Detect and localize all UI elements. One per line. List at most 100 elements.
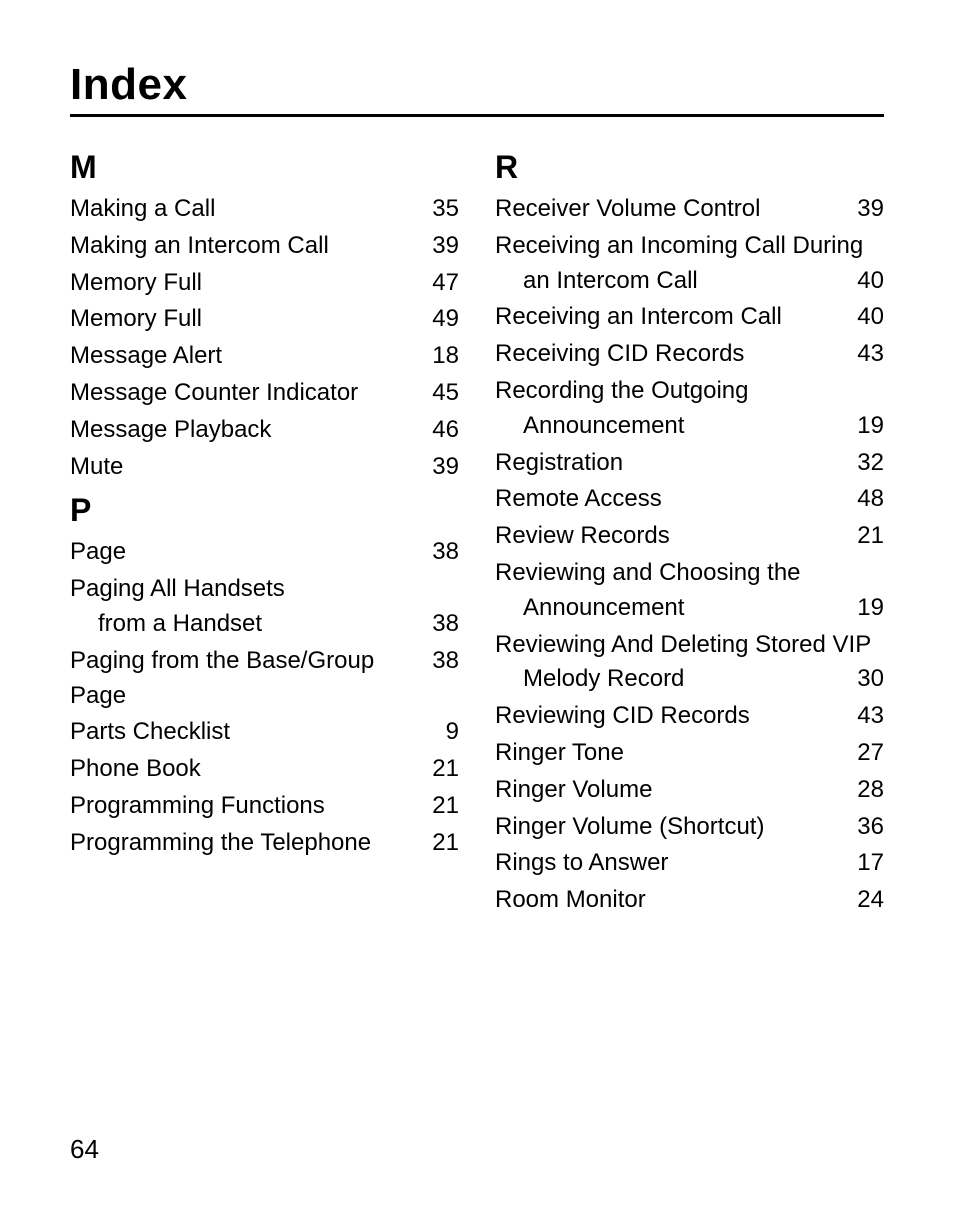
- index-entry-page: 38: [421, 607, 459, 642]
- index-entry-page: 48: [846, 482, 884, 517]
- index-entry-line: Ringer Volume28: [495, 773, 884, 808]
- index-columns: MMaking a Call35Making an Intercom Call3…: [70, 141, 884, 920]
- index-entry-label: Programming the Telephone: [70, 826, 421, 861]
- index-entry-page: 36: [846, 810, 884, 845]
- index-entry-page: 43: [846, 337, 884, 372]
- index-entry-label: Page: [70, 535, 421, 570]
- index-entry: Ringer Volume28: [495, 773, 884, 808]
- index-entry-label: Reviewing and Choosing the: [495, 556, 884, 591]
- index-entry-label: Review Records: [495, 519, 846, 554]
- index-entry-label: Registration: [495, 446, 846, 481]
- index-entry-label: Parts Checklist: [70, 715, 421, 750]
- index-entry-page: 21: [846, 519, 884, 554]
- index-entry-page: 47: [421, 266, 459, 301]
- index-entry-page: 24: [846, 883, 884, 918]
- index-entry-line: Rings to Answer17: [495, 846, 884, 881]
- index-entry-page: 40: [846, 300, 884, 335]
- index-entry-line: Phone Book21: [70, 752, 459, 787]
- index-entry-page: 18: [421, 339, 459, 374]
- index-entry-line: Receiving an Intercom Call40: [495, 300, 884, 335]
- index-entry-page: 19: [846, 409, 884, 444]
- index-entry: Room Monitor24: [495, 883, 884, 918]
- index-entry-label: Making a Call: [70, 192, 421, 227]
- index-entry-line: Receiving an Incoming Call During: [495, 229, 884, 264]
- index-entry: Memory Full49: [70, 302, 459, 337]
- index-entry-label: Reviewing CID Records: [495, 699, 846, 734]
- index-entry-line: Programming Functions21: [70, 789, 459, 824]
- section-letter: P: [70, 492, 459, 529]
- index-entry-line: Message Alert18: [70, 339, 459, 374]
- index-entry-label: Memory Full: [70, 302, 421, 337]
- index-entry-page: 21: [421, 789, 459, 824]
- index-entry-page: 19: [846, 591, 884, 626]
- index-entry-line: Receiver Volume Control39: [495, 192, 884, 227]
- index-entry-line: Remote Access48: [495, 482, 884, 517]
- index-entry-line: Announcement19: [495, 409, 884, 444]
- index-entry-label: Remote Access: [495, 482, 846, 517]
- index-entry: Making an Intercom Call39: [70, 229, 459, 264]
- index-entry-line: Message Counter Indicator45: [70, 376, 459, 411]
- index-entry-label: Receiving CID Records: [495, 337, 846, 372]
- index-entry-label: Receiving an Incoming Call During: [495, 229, 884, 264]
- index-entry: Mute39: [70, 450, 459, 485]
- index-entry: Message Playback46: [70, 413, 459, 448]
- index-entry-label: Programming Functions: [70, 789, 421, 824]
- index-entry-line: Reviewing CID Records43: [495, 699, 884, 734]
- index-entry: Recording the OutgoingAnnouncement19: [495, 374, 884, 444]
- index-entry-label: Phone Book: [70, 752, 421, 787]
- index-entry-label: Receiver Volume Control: [495, 192, 846, 227]
- index-entry-label: from a Handset: [98, 607, 421, 642]
- index-entry-line: Ringer Tone27: [495, 736, 884, 771]
- index-entry-line: Receiving CID Records43: [495, 337, 884, 372]
- index-entry-page: 39: [421, 450, 459, 485]
- index-entry: Programming Functions21: [70, 789, 459, 824]
- index-entry-page: 38: [432, 644, 459, 679]
- index-entry: Ringer Tone27: [495, 736, 884, 771]
- index-entry-page: 43: [846, 699, 884, 734]
- index-entry-line: Memory Full49: [70, 302, 459, 337]
- index-entry: Rings to Answer17: [495, 846, 884, 881]
- index-entry-label: Message Playback: [70, 413, 421, 448]
- index-entry-line: Reviewing and Choosing the: [495, 556, 884, 591]
- index-entry: Reviewing and Choosing theAnnouncement19: [495, 556, 884, 626]
- index-entry-page: 32: [846, 446, 884, 481]
- index-entry-label: Ringer Volume (Shortcut): [495, 810, 846, 845]
- index-entry-line: an Intercom Call40: [495, 264, 884, 299]
- index-entry-label: Announcement: [523, 591, 846, 626]
- index-entry-label: Message Alert: [70, 339, 421, 374]
- index-entry-line: Recording the Outgoing: [495, 374, 884, 409]
- index-entry: Paging from the Base/Group Page38: [70, 644, 459, 714]
- index-entry-label: Room Monitor: [495, 883, 846, 918]
- index-entry-label: Ringer Volume: [495, 773, 846, 808]
- index-entry: Reviewing CID Records43: [495, 699, 884, 734]
- index-entry-page: 40: [846, 264, 884, 299]
- index-entry-line: Making an Intercom Call39: [70, 229, 459, 264]
- index-entry: Receiving an Intercom Call40: [495, 300, 884, 335]
- index-entry-label: Making an Intercom Call: [70, 229, 421, 264]
- index-entry-page: 27: [846, 736, 884, 771]
- index-entry-line: Ringer Volume (Shortcut)36: [495, 810, 884, 845]
- index-entry-line: Room Monitor24: [495, 883, 884, 918]
- index-entry-line: Mute39: [70, 450, 459, 485]
- index-entry-line: Parts Checklist9: [70, 715, 459, 750]
- index-entry: Memory Full47: [70, 266, 459, 301]
- index-entry-page: 39: [846, 192, 884, 227]
- index-entry-label: Rings to Answer: [495, 846, 846, 881]
- index-entry-page: 21: [421, 752, 459, 787]
- index-entry-line: Programming the Telephone21: [70, 826, 459, 861]
- right-column: RReceiver Volume Control39Receiving an I…: [495, 141, 884, 920]
- index-entry-label: Ringer Tone: [495, 736, 846, 771]
- index-entry-label: Melody Record: [523, 662, 846, 697]
- index-entry-page: 35: [421, 192, 459, 227]
- index-entry-label: Reviewing And Deleting Stored VIP: [495, 628, 884, 663]
- index-entry-line: Page38: [70, 535, 459, 570]
- index-entry: Ringer Volume (Shortcut)36: [495, 810, 884, 845]
- index-entry-page: 39: [421, 229, 459, 264]
- index-entry-line: Registration32: [495, 446, 884, 481]
- index-entry: Programming the Telephone21: [70, 826, 459, 861]
- index-entry-page: 45: [421, 376, 459, 411]
- index-entry-page: 30: [846, 662, 884, 697]
- index-entry: Review Records21: [495, 519, 884, 554]
- index-entry: Reviewing And Deleting Stored VIPMelody …: [495, 628, 884, 698]
- index-entry: Message Counter Indicator45: [70, 376, 459, 411]
